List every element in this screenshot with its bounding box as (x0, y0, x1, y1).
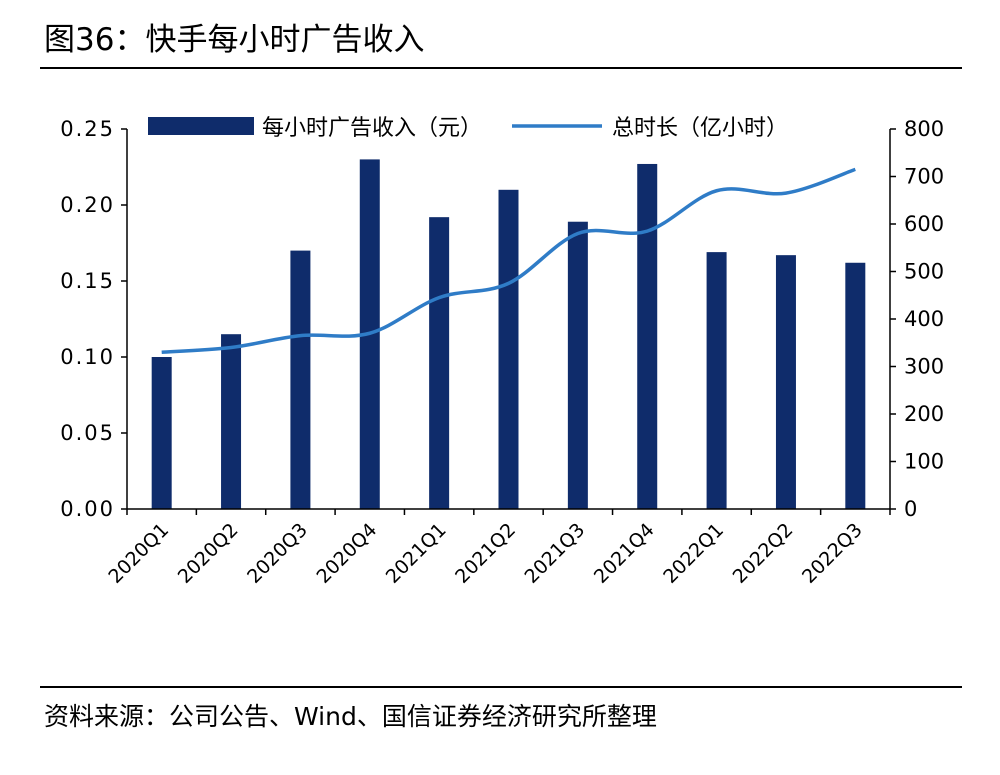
source-note: 资料来源：公司公告、Wind、国信证券经济研究所整理 (44, 702, 657, 731)
bar-2022Q1 (706, 252, 727, 509)
x-tick-label: 2020Q1 (104, 519, 173, 588)
x-tick-label: 2021Q2 (451, 519, 520, 588)
bar-2021Q4 (637, 163, 658, 509)
x-tick-label: 2020Q4 (312, 519, 381, 588)
title-divider (40, 67, 962, 69)
y-right-tick-label: 800 (904, 117, 944, 141)
y-right-tick-label: 400 (904, 307, 944, 331)
line-total-hours (161, 167, 856, 354)
x-tick-label: 2020Q3 (243, 519, 312, 588)
bar-2020Q2 (221, 334, 242, 509)
y-right-tick-label: 300 (904, 355, 944, 379)
line-series (161, 167, 856, 354)
x-tick-label: 2021Q4 (590, 519, 659, 588)
y-left-tick-label: 0.25 (60, 117, 115, 141)
combo-chart: 0.00 0.05 0.10 0.15 0.20 0.25 0 100 200 300 400 500… (60, 116, 944, 588)
bar-2021Q2 (498, 189, 519, 510)
y-left-tick-label: 0.15 (60, 269, 115, 293)
legend-bar-label: 每小时广告收入（元） (262, 116, 482, 141)
y-right-tick-label: 500 (904, 260, 944, 284)
legend-bar-swatch (148, 117, 254, 135)
legend-line-label: 总时长（亿小时） (612, 116, 788, 141)
x-tick-label: 2022Q2 (729, 519, 798, 588)
x-tick-label: 2022Q1 (659, 519, 728, 588)
y-right-tick-label: 200 (904, 402, 944, 426)
figure-title: 图36：快手每小时广告收入 (44, 22, 425, 58)
y-left-tick-label: 0.10 (60, 345, 115, 369)
y-right-tick-label: 600 (904, 212, 944, 236)
y-left-tick-label: 0.20 (60, 193, 115, 217)
bar-2022Q2 (775, 255, 796, 509)
x-tick-label: 2020Q2 (174, 519, 243, 588)
x-tick-label: 2021Q3 (521, 519, 590, 588)
x-tick-label: 2022Q3 (798, 519, 867, 588)
chart-legend: 每小时广告收入（元） 总时长（亿小时） (148, 116, 788, 141)
source-divider (40, 686, 962, 688)
bar-2020Q3 (290, 250, 311, 509)
y-left-tick-label: 0.00 (60, 497, 115, 521)
y-right-tick-label: 0 (904, 497, 917, 521)
bar-2020Q1 (151, 357, 172, 509)
bar-series (151, 159, 866, 510)
y-left-tick-label: 0.05 (60, 421, 115, 445)
y-right-tick-label: 100 (904, 450, 944, 474)
bar-2021Q1 (429, 217, 450, 509)
y-right-tick-label: 700 (904, 165, 944, 189)
bar-2022Q3 (845, 262, 866, 509)
bar-2021Q3 (567, 221, 588, 509)
x-tick-label: 2021Q1 (382, 519, 451, 588)
